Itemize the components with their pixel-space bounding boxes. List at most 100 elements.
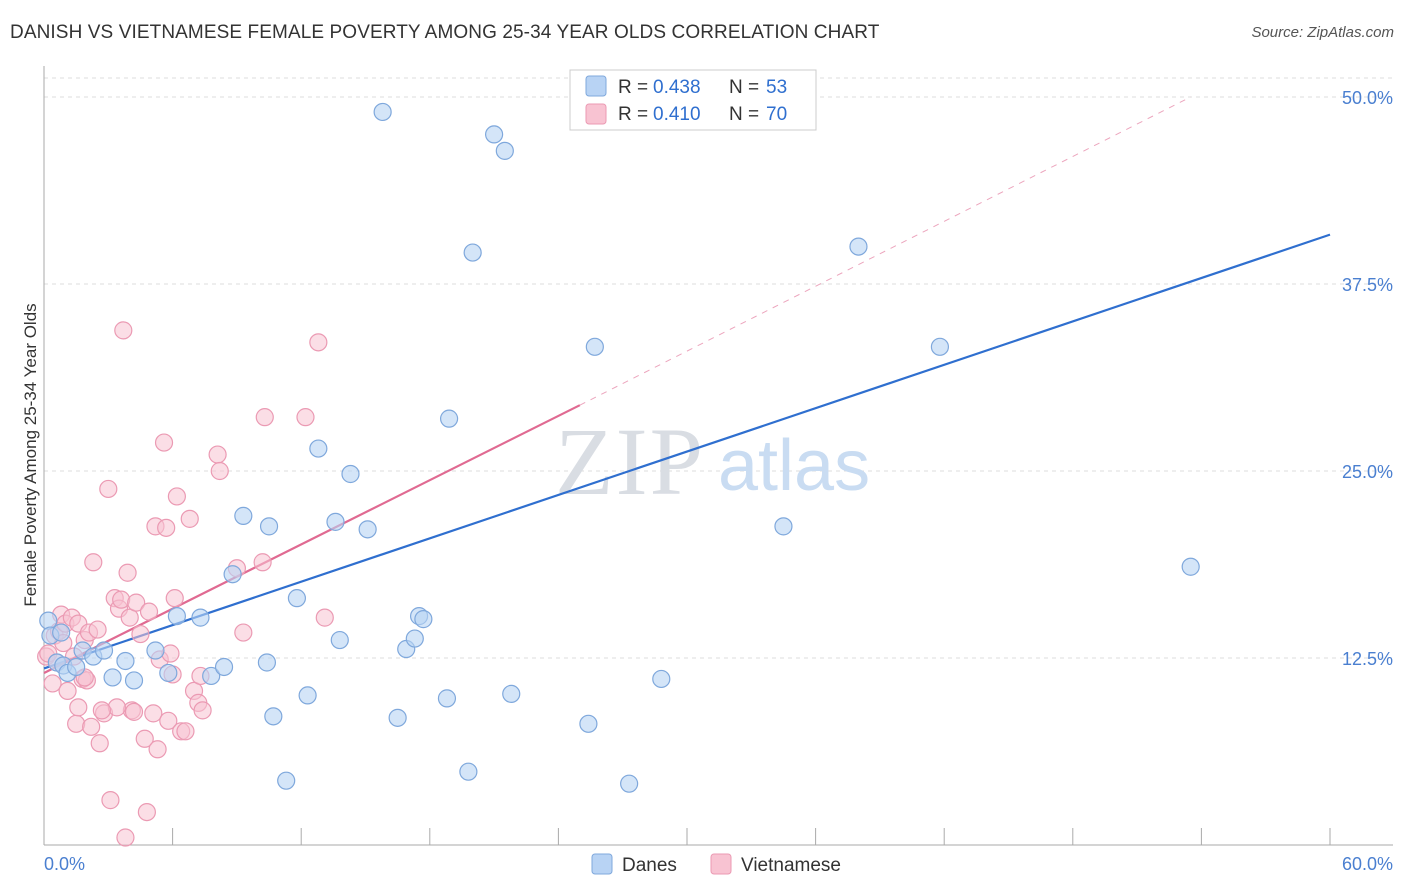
y-tick-label-3: 50.0% (1342, 88, 1393, 108)
point-danes-44 (620, 774, 639, 793)
point-danes-32 (405, 629, 424, 648)
point-vietnamese-20 (84, 553, 103, 572)
point-vietnamese-52 (176, 722, 195, 741)
point-vietnamese-22 (90, 734, 109, 753)
point-danes-48 (930, 337, 950, 356)
point-vietnamese-34 (124, 702, 144, 721)
bottom-legend-label-danes: Danes (622, 855, 677, 876)
point-vietnamese-57 (193, 701, 212, 720)
y-axis-label: Female Poverty Among 25-34 Year Olds (21, 303, 40, 606)
legend-n-value-danes: 53 (766, 77, 787, 98)
legend-r-value-danes: 0.438 (653, 77, 701, 98)
point-danes-22 (287, 589, 307, 608)
trend-layer (43, 96, 1331, 674)
trend-line-danes (43, 233, 1331, 670)
point-vietnamese-30 (116, 828, 135, 847)
point-danes-6 (94, 641, 114, 660)
y-tick-labels: 12.5% 25.0% 37.5% 50.0% (1342, 88, 1393, 669)
point-vietnamese-31 (118, 563, 137, 582)
point-vietnamese-69 (92, 701, 111, 720)
point-vietnamese-40 (144, 704, 163, 723)
point-danes-0 (39, 611, 58, 630)
bottom-legend: Danes Vietnamese (591, 853, 841, 876)
y-tick-label-1: 25.0% (1342, 462, 1393, 482)
point-vietnamese-44 (154, 433, 174, 452)
point-danes-27 (341, 464, 360, 484)
y-tick-label-2: 37.5% (1342, 275, 1393, 295)
point-vietnamese-32 (120, 608, 139, 627)
legend-r-label-vietnamese: R = (618, 104, 653, 125)
point-danes-13 (191, 608, 210, 627)
legend-r-value-vietnamese: 0.410 (653, 104, 701, 125)
legend-n-label-danes: N = (729, 77, 764, 98)
point-vietnamese-39 (139, 602, 159, 621)
y-tick-label-0: 12.5% (1342, 649, 1393, 669)
point-vietnamese-42 (148, 740, 167, 759)
point-vietnamese-38 (137, 802, 156, 822)
point-vietnamese-63 (255, 408, 274, 427)
point-vietnamese-13 (69, 698, 88, 717)
point-danes-43 (585, 337, 604, 356)
point-vietnamese-49 (165, 589, 184, 608)
bottom-legend-swatch-danes (591, 853, 613, 875)
point-vietnamese-59 (210, 461, 229, 481)
bottom-legend-label-vietnamese: Vietnamese (741, 855, 841, 876)
point-vietnamese-25 (101, 791, 120, 810)
watermark-zip: ZIP (555, 408, 705, 515)
point-danes-17 (234, 506, 253, 525)
x-tick-labels: 0.0% 60.0% (44, 854, 1393, 874)
point-vietnamese-37 (135, 729, 154, 748)
point-danes-36 (439, 409, 459, 428)
watermark: ZIP atlas (555, 408, 870, 515)
point-danes-49 (1181, 557, 1200, 576)
legend-swatch-danes (585, 75, 607, 97)
point-vietnamese-62 (253, 553, 272, 572)
source-label: Source: ZipAtlas.com (1251, 24, 1394, 41)
legend-n-label-vietnamese: N = (729, 104, 764, 125)
point-vietnamese-61 (234, 623, 253, 642)
point-danes-29 (373, 102, 392, 122)
point-danes-52 (67, 657, 86, 677)
points-layer (37, 102, 1200, 847)
point-danes-45 (652, 669, 671, 689)
legend-r-label-danes: R = (618, 77, 653, 98)
point-vietnamese-35 (127, 593, 146, 612)
legend-swatch-vietnamese (585, 103, 607, 125)
point-vietnamese-66 (315, 608, 334, 627)
point-vietnamese-24 (99, 479, 118, 499)
x-tick-label-min: 0.0% (44, 854, 85, 874)
point-danes-35 (437, 689, 457, 708)
legend-n-value-vietnamese: 70 (766, 104, 787, 125)
point-danes-18 (257, 653, 277, 672)
point-danes-14 (202, 666, 221, 686)
legend-box: R = 0.438 N = 53 R = 0.410 N = 70 (569, 69, 817, 131)
point-danes-20 (264, 707, 283, 726)
point-danes-9 (124, 671, 144, 690)
point-vietnamese-46 (159, 711, 178, 730)
point-vietnamese-29 (114, 321, 133, 340)
point-danes-12 (167, 607, 186, 626)
point-danes-39 (485, 125, 504, 144)
point-danes-23 (298, 686, 317, 705)
point-danes-46 (774, 517, 793, 536)
trend-line-vietnamese (43, 404, 581, 674)
point-danes-51 (52, 623, 71, 642)
point-danes-34 (414, 610, 433, 629)
point-vietnamese-9 (58, 681, 77, 701)
point-danes-10 (146, 641, 165, 660)
point-vietnamese-64 (296, 408, 315, 427)
point-danes-19 (259, 517, 279, 536)
point-danes-41 (502, 684, 521, 704)
point-danes-47 (849, 237, 868, 256)
point-vietnamese-50 (167, 487, 186, 506)
point-danes-16 (223, 565, 242, 584)
axes-layer (43, 66, 1393, 846)
point-danes-42 (579, 714, 598, 733)
point-vietnamese-45 (157, 518, 176, 537)
point-vietnamese-2 (43, 674, 62, 693)
point-vietnamese-36 (131, 624, 150, 644)
point-danes-40 (495, 141, 514, 160)
point-vietnamese-19 (82, 717, 101, 736)
point-danes-26 (330, 630, 349, 650)
